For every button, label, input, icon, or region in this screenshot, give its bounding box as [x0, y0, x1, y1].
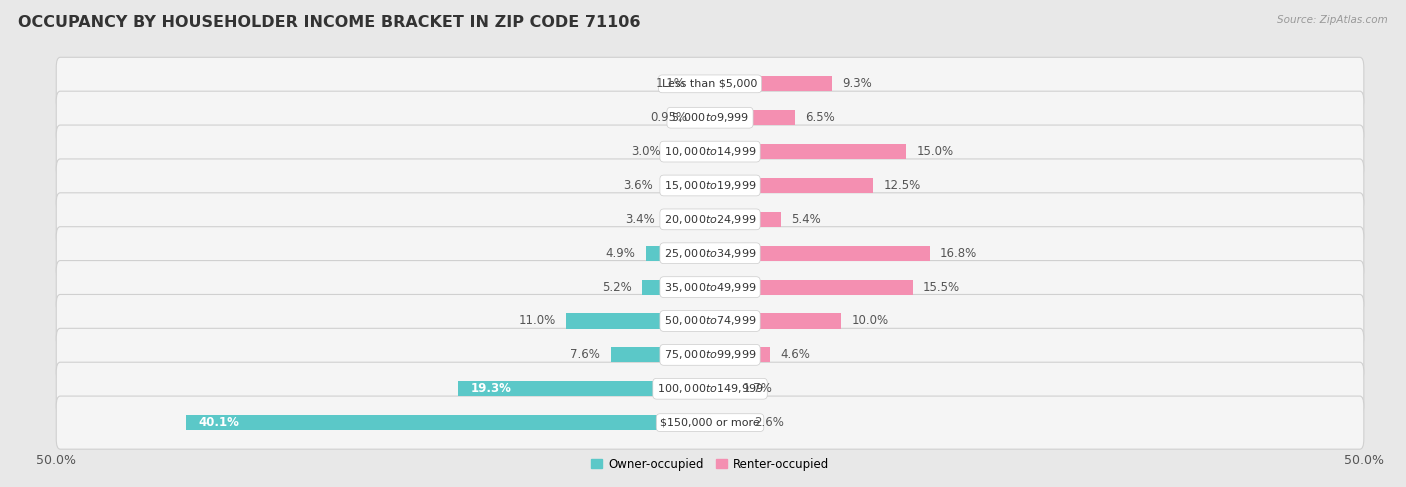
- Legend: Owner-occupied, Renter-occupied: Owner-occupied, Renter-occupied: [586, 453, 834, 475]
- FancyBboxPatch shape: [56, 362, 1364, 415]
- Bar: [710, 110, 794, 125]
- FancyBboxPatch shape: [56, 91, 1364, 144]
- Text: 12.5%: 12.5%: [884, 179, 921, 192]
- Text: 15.5%: 15.5%: [924, 281, 960, 294]
- FancyBboxPatch shape: [56, 396, 1364, 449]
- Bar: [710, 314, 841, 329]
- Bar: [710, 178, 873, 193]
- Text: $20,000 to $24,999: $20,000 to $24,999: [664, 213, 756, 226]
- Text: 9.3%: 9.3%: [842, 77, 872, 91]
- Text: 15.0%: 15.0%: [917, 145, 953, 158]
- Text: 2.6%: 2.6%: [755, 416, 785, 429]
- Text: $50,000 to $74,999: $50,000 to $74,999: [664, 315, 756, 327]
- Text: Source: ZipAtlas.com: Source: ZipAtlas.com: [1277, 15, 1388, 25]
- Text: $25,000 to $34,999: $25,000 to $34,999: [664, 247, 756, 260]
- Text: OCCUPANCY BY HOUSEHOLDER INCOME BRACKET IN ZIP CODE 71106: OCCUPANCY BY HOUSEHOLDER INCOME BRACKET …: [18, 15, 641, 30]
- Text: $10,000 to $14,999: $10,000 to $14,999: [664, 145, 756, 158]
- Bar: [567, 314, 710, 329]
- Bar: [186, 415, 710, 430]
- FancyBboxPatch shape: [56, 193, 1364, 246]
- Text: 40.1%: 40.1%: [198, 416, 239, 429]
- Text: $5,000 to $9,999: $5,000 to $9,999: [671, 111, 749, 124]
- Text: 5.2%: 5.2%: [602, 281, 631, 294]
- Bar: [710, 280, 912, 295]
- Text: $75,000 to $99,999: $75,000 to $99,999: [664, 348, 756, 361]
- Text: 0.95%: 0.95%: [650, 111, 688, 124]
- FancyBboxPatch shape: [56, 328, 1364, 381]
- Text: 19.3%: 19.3%: [471, 382, 512, 395]
- Text: 3.0%: 3.0%: [631, 145, 661, 158]
- Text: 7.6%: 7.6%: [571, 348, 600, 361]
- Bar: [697, 110, 710, 125]
- Bar: [710, 245, 929, 261]
- Bar: [710, 415, 744, 430]
- Bar: [610, 347, 710, 362]
- Text: 1.1%: 1.1%: [655, 77, 685, 91]
- FancyBboxPatch shape: [56, 57, 1364, 111]
- Text: $150,000 or more: $150,000 or more: [661, 418, 759, 428]
- Bar: [710, 76, 831, 92]
- Bar: [696, 76, 710, 92]
- FancyBboxPatch shape: [56, 159, 1364, 212]
- Bar: [710, 144, 905, 159]
- Text: 4.9%: 4.9%: [606, 247, 636, 260]
- Bar: [645, 245, 710, 261]
- Bar: [710, 381, 733, 396]
- Text: $15,000 to $19,999: $15,000 to $19,999: [664, 179, 756, 192]
- Bar: [710, 212, 780, 227]
- Text: 6.5%: 6.5%: [806, 111, 835, 124]
- FancyBboxPatch shape: [56, 261, 1364, 314]
- Text: 1.7%: 1.7%: [742, 382, 772, 395]
- Text: $35,000 to $49,999: $35,000 to $49,999: [664, 281, 756, 294]
- FancyBboxPatch shape: [56, 295, 1364, 348]
- Bar: [458, 381, 710, 396]
- Text: $100,000 to $149,999: $100,000 to $149,999: [657, 382, 763, 395]
- Text: 3.6%: 3.6%: [623, 179, 652, 192]
- Bar: [643, 280, 710, 295]
- FancyBboxPatch shape: [56, 226, 1364, 280]
- Bar: [671, 144, 710, 159]
- Text: 16.8%: 16.8%: [941, 247, 977, 260]
- Bar: [665, 212, 710, 227]
- Text: 3.4%: 3.4%: [626, 213, 655, 226]
- Text: 11.0%: 11.0%: [519, 315, 555, 327]
- FancyBboxPatch shape: [56, 125, 1364, 178]
- Text: 4.6%: 4.6%: [780, 348, 810, 361]
- Text: 10.0%: 10.0%: [851, 315, 889, 327]
- Text: 5.4%: 5.4%: [792, 213, 821, 226]
- Text: Less than $5,000: Less than $5,000: [662, 79, 758, 89]
- Bar: [710, 347, 770, 362]
- Bar: [664, 178, 710, 193]
